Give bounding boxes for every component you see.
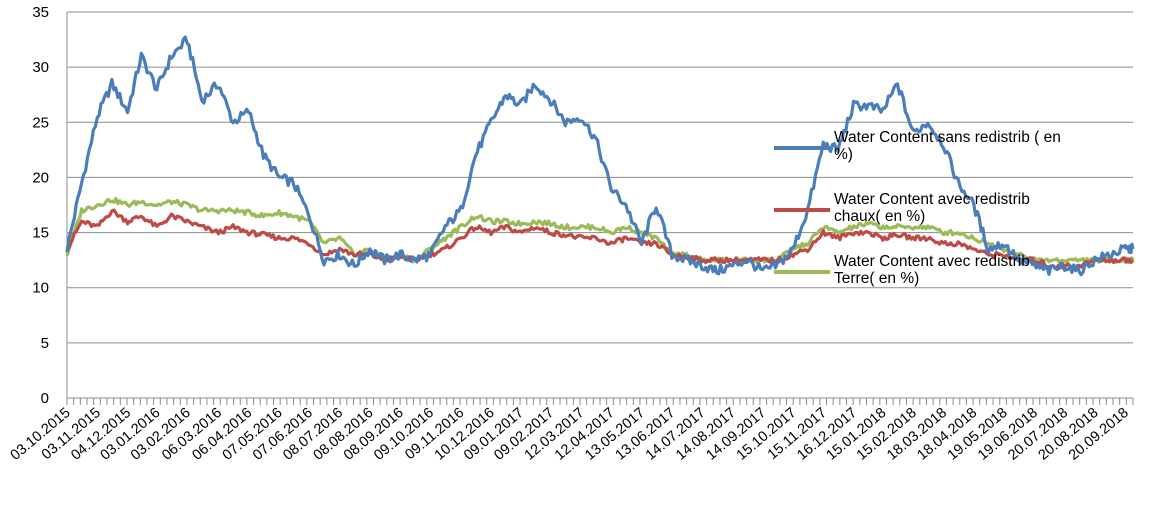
y-tick-label: 35	[32, 4, 49, 21]
x-axis	[66, 12, 1134, 405]
y-tick-label: 10	[32, 280, 49, 297]
y-tick-label: 30	[32, 59, 49, 76]
legend-label-3: Water Content avec redistrib Terre( en %)	[834, 253, 1030, 287]
y-tick-label: 0	[41, 390, 49, 407]
y-gridlines	[67, 11, 1133, 344]
series-line-1	[65, 35, 1135, 277]
y-tick-label: 15	[32, 225, 49, 242]
legend-label-1: Water Content sans redistrib ( en%)	[834, 129, 1061, 163]
y-tick-label: 5	[41, 335, 49, 352]
legend: Water Content sans redistrib ( en %) Water…	[774, 129, 1061, 287]
y-tick-label: 25	[32, 114, 49, 131]
series-line-2	[65, 208, 1135, 270]
y-tick-labels: 0 5 10 15 20 25 30 35	[32, 4, 49, 407]
legend-label-2: Water Content avec redistrib chaux( en %)	[834, 191, 1030, 225]
series-line-3	[65, 196, 1135, 265]
y-tick-label: 20	[32, 169, 49, 186]
x-tick-labels: 03.10.201503.11.201504.12.201503.01.2016…	[8, 405, 1132, 464]
series-lines	[65, 35, 1135, 277]
